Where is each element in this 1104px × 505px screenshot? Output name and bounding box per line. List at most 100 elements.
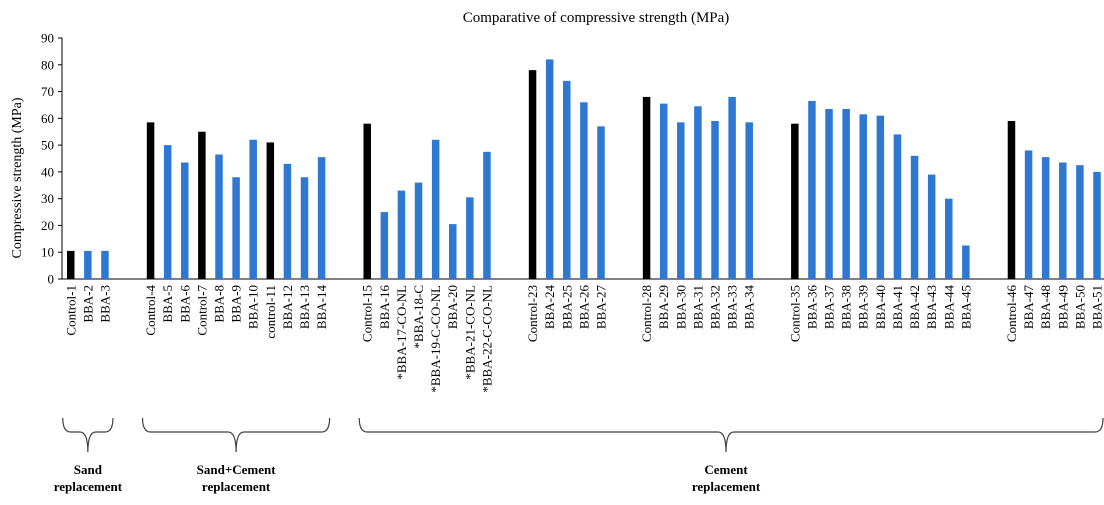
y-tick-label: 80 (41, 57, 54, 72)
x-tick-label: BBA-31 (690, 285, 705, 329)
bar (67, 251, 75, 279)
x-tick-label: Control-4 (143, 285, 158, 336)
x-tick-label: *BBA-21-CO-NL (462, 285, 477, 380)
x-tick-label: BBA-49 (1055, 285, 1070, 329)
x-tick-label: BBA-24 (542, 285, 557, 330)
group-label: replacement (202, 479, 271, 494)
x-tick-label: *BBA-18-C (411, 285, 426, 349)
bar (546, 59, 554, 279)
bar (1059, 163, 1067, 279)
bar (945, 199, 953, 279)
bar (911, 156, 919, 279)
bar (181, 163, 189, 279)
bar (597, 126, 605, 279)
x-tick-label: BBA-10 (246, 285, 261, 329)
bar (1076, 165, 1084, 279)
bar (745, 122, 753, 279)
x-tick-label: BBA-14 (314, 285, 329, 330)
y-tick-label: 10 (41, 245, 54, 260)
bars (67, 59, 1101, 279)
group-bracket (143, 418, 330, 452)
group-brackets: SandreplacementSand+CementreplacementCem… (54, 418, 1103, 494)
x-tick-label: BBA-12 (280, 285, 295, 329)
bar (1025, 150, 1033, 279)
group-label: Cement (704, 462, 748, 477)
x-tick-label: Control-35 (787, 285, 802, 342)
y-tick-label: 90 (41, 31, 54, 46)
x-tick-label: BBA-13 (297, 285, 312, 329)
bar (415, 183, 423, 279)
x-tick-label: BBA-9 (229, 285, 244, 323)
x-tick-label: BBA-44 (941, 285, 956, 330)
x-tick-label: Control-23 (525, 285, 540, 342)
bar (249, 140, 257, 279)
x-tick-label: control-11 (263, 285, 278, 339)
bar (529, 70, 537, 279)
x-tick-label: BBA-30 (673, 285, 688, 329)
bar (398, 191, 406, 279)
x-tick-label: Control-15 (360, 285, 375, 342)
bar (164, 145, 172, 279)
bar (84, 251, 92, 279)
x-tick-label: BBA-38 (839, 285, 854, 329)
y-tick-label: 30 (41, 191, 54, 206)
x-tick-label: BBA-16 (377, 285, 392, 330)
group-label: replacement (54, 479, 123, 494)
bar (215, 154, 223, 279)
y-tick-label: 40 (41, 164, 54, 179)
bar (1093, 172, 1101, 279)
bar (928, 175, 936, 279)
x-tick-label: BBA-45 (958, 285, 973, 329)
bar (677, 122, 685, 279)
bar (962, 246, 970, 279)
y-tick-label: 0 (48, 272, 55, 287)
group-bracket (359, 418, 1103, 452)
x-tick-label: *BBA-19-C-CO-NL (428, 285, 443, 393)
chart-title: Comparative of compressive strength (MPa… (463, 10, 730, 26)
bar (643, 97, 651, 279)
x-tick-label: *BBA-22-C-CO-NL (479, 285, 494, 393)
x-tick-label: BBA-26 (576, 285, 591, 330)
bar (483, 152, 491, 279)
bar (1008, 121, 1016, 279)
x-tick-label: BBA-6 (177, 285, 192, 323)
x-tick-label: BBA-39 (856, 285, 871, 329)
x-tick-label: BBA-2 (80, 285, 95, 323)
x-tick-label: BBA-27 (593, 285, 608, 330)
x-tick-label: *BBA-17-CO-NL (394, 285, 409, 380)
bar (198, 132, 206, 279)
bar (728, 97, 736, 279)
x-tick-label: Control-46 (1004, 285, 1019, 343)
y-axis-label: Compressive strength (MPa) (10, 97, 25, 258)
x-tick-label: BBA-25 (559, 285, 574, 329)
bar (877, 116, 885, 279)
x-tick-label: Control-7 (194, 285, 209, 336)
group-label: replacement (692, 479, 761, 494)
x-tick-label: BBA-36 (804, 285, 819, 330)
x-tick-label: BBA-34 (742, 285, 757, 330)
bar (694, 106, 702, 279)
y-tick-label: 70 (41, 84, 54, 99)
x-tick-label: BBA-40 (873, 285, 888, 329)
bar (318, 157, 326, 279)
y-tick-label: 50 (41, 138, 54, 153)
bar (842, 109, 850, 279)
x-tick-label: BBA-29 (656, 285, 671, 329)
x-tick-label: BBA-43 (924, 285, 939, 329)
bar (563, 81, 571, 279)
x-tick-label: BBA-3 (97, 285, 112, 323)
bar (825, 109, 833, 279)
x-tick-label: BBA-37 (822, 285, 837, 330)
x-tick-label: BBA-41 (890, 285, 905, 329)
x-tick-label: BBA-33 (725, 285, 740, 329)
group-label: Sand+Cement (197, 462, 277, 477)
bar (284, 164, 292, 279)
x-tick-label: Control-1 (63, 285, 78, 336)
bar (449, 224, 457, 279)
bar (301, 177, 309, 279)
x-tick-label: BBA-32 (708, 285, 723, 329)
bar (232, 177, 240, 279)
x-tick-label: BBA-20 (445, 285, 460, 329)
x-tick-label: BBA-47 (1021, 285, 1036, 330)
